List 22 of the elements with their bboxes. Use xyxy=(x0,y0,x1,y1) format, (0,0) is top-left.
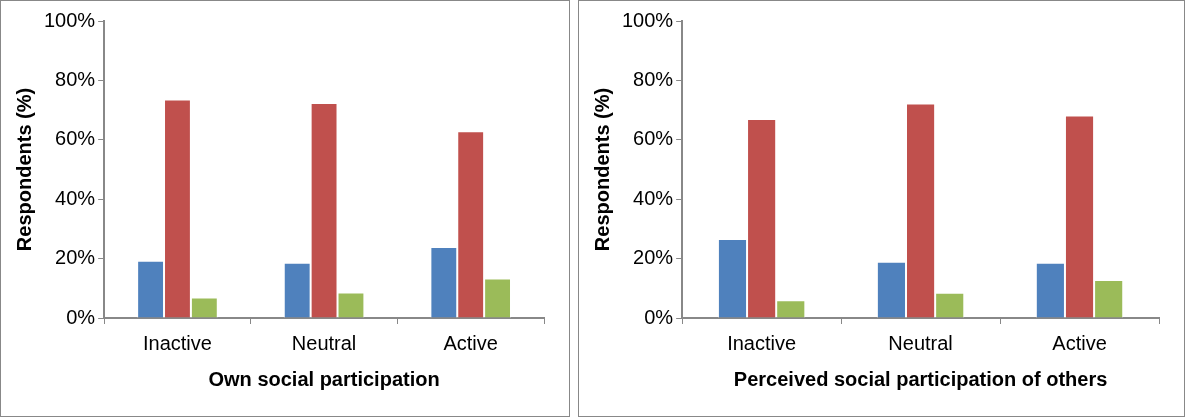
y-tick-label: 100% xyxy=(622,8,674,31)
y-tick-label: 20% xyxy=(633,246,674,269)
y-tick-label: 20% xyxy=(55,246,96,269)
x-tick-label: Active xyxy=(443,331,498,354)
x-tick-label: Neutral xyxy=(888,331,953,354)
y-tick-label: 80% xyxy=(633,67,674,90)
y-axis-title: Respondents (%) xyxy=(590,87,613,252)
x-axis-title: Own social participation xyxy=(208,367,440,390)
y-tick-label: 0% xyxy=(644,305,674,328)
x-tick-label: Inactive xyxy=(727,331,797,354)
y-tick-label: 40% xyxy=(55,186,96,209)
y-tick-label: 60% xyxy=(55,127,96,150)
x-tick-label: Inactive xyxy=(142,331,212,354)
y-tick-label: 40% xyxy=(633,186,674,209)
y-tick-label: 60% xyxy=(633,127,674,150)
x-tick-label: Active xyxy=(1052,331,1107,354)
y-tick-label: 100% xyxy=(44,8,96,31)
y-tick-label: 0% xyxy=(66,305,96,328)
x-axis-title: Perceived social participation of others xyxy=(733,367,1108,390)
y-tick-label: 80% xyxy=(55,67,96,90)
y-axis-title: Respondents (%) xyxy=(12,87,35,252)
x-tick-label: Neutral xyxy=(291,331,357,354)
